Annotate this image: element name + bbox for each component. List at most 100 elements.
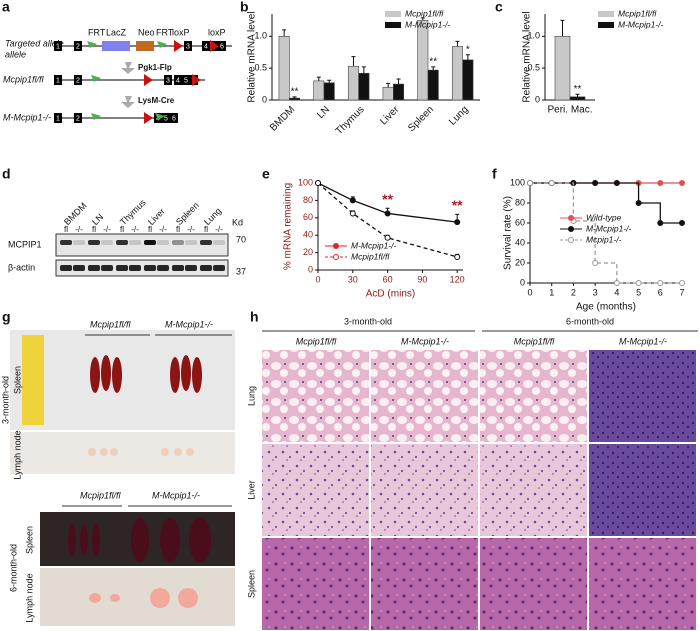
band — [213, 240, 225, 245]
genotype-label: fl — [92, 225, 96, 234]
element-label: loxP — [208, 27, 226, 37]
significance: ** — [291, 86, 299, 97]
exon-number: 3 — [186, 43, 190, 50]
histology: 3-month-old 6-month-old Mcpip1fl/fl M-Mcp… — [246, 316, 698, 630]
group-label: Mcpip1fl/fl — [90, 319, 132, 329]
age-label: 3-month-old — [344, 316, 392, 326]
x-tick-label: 120 — [450, 274, 465, 284]
x-tick-label: 2 — [571, 287, 576, 297]
blot-strip — [55, 259, 229, 277]
element-label: Neo — [138, 27, 155, 37]
bar — [427, 69, 439, 101]
legend-label: Wild-type — [586, 212, 622, 222]
legend-marker — [333, 243, 339, 249]
exon — [162, 113, 170, 123]
error-bar — [455, 40, 460, 47]
x-tick-label: Lung — [447, 104, 471, 128]
band — [101, 265, 113, 271]
bar — [554, 35, 571, 101]
photo — [40, 568, 235, 626]
band — [73, 265, 85, 271]
band — [200, 265, 212, 271]
spleen — [170, 357, 180, 393]
exon-number: 1 — [56, 43, 60, 50]
error-bar — [420, 17, 425, 21]
construct-diagram: Targeted allele allele Mcpip1fl/fl M-Mcp… — [3, 27, 232, 124]
frt-site — [87, 41, 97, 48]
y-tick-label: 0.5 — [254, 63, 267, 73]
spleen — [90, 357, 100, 393]
lymph-node — [110, 448, 118, 456]
legend-marker — [333, 254, 339, 260]
bar — [347, 65, 359, 101]
micrograph — [480, 444, 587, 536]
point — [315, 180, 321, 186]
panel-letter: e — [262, 166, 270, 182]
band — [73, 240, 85, 245]
y-axis-label: % mRNA remaining — [283, 183, 294, 270]
element-label: LacZ — [106, 27, 127, 37]
point — [349, 210, 356, 217]
y-tick-label: 0 — [520, 277, 525, 287]
micrograph — [262, 350, 369, 442]
point — [657, 280, 664, 286]
legend-label: M-Mcpip1-/- — [405, 19, 451, 29]
bar — [382, 86, 394, 101]
x-tick-label: BMDM — [268, 104, 297, 133]
exon — [174, 75, 182, 85]
point — [527, 180, 533, 186]
band — [157, 265, 169, 271]
point — [679, 220, 685, 226]
exon-number: 2 — [76, 115, 80, 122]
x-axis-label: Age (months) — [576, 302, 636, 313]
tissue-label: Lymph node — [24, 573, 34, 622]
element-label: FRT — [88, 27, 106, 37]
row-label: M-Mcpip1-/- — [3, 112, 51, 122]
group-label: M-Mcpip1-/- — [401, 336, 449, 346]
exon — [54, 41, 62, 51]
band — [116, 265, 128, 271]
loxp-site — [174, 40, 183, 52]
y-tick-label: 0.5 — [527, 63, 540, 73]
point — [384, 210, 391, 217]
step-label: LysM-Cre — [138, 96, 175, 105]
exon-number: 2 — [76, 43, 80, 50]
spleen — [92, 524, 100, 556]
significance: ** — [429, 57, 437, 68]
exon-number: 1 — [56, 77, 60, 84]
point — [679, 180, 685, 186]
marker-label: 70 — [236, 234, 246, 244]
genotype-label: fl — [204, 225, 208, 234]
micrograph — [262, 538, 369, 630]
exon-number: 5 — [164, 115, 168, 122]
significance: ** — [452, 197, 463, 213]
y-tick-label: 20 — [303, 247, 313, 257]
lymph-node — [178, 588, 198, 608]
bar — [462, 59, 474, 101]
bar — [417, 20, 429, 101]
y-tick-label: 40 — [515, 237, 525, 247]
legend-swatch — [385, 11, 401, 17]
legend-marker — [568, 226, 574, 232]
photo — [10, 432, 235, 474]
legend-swatch — [385, 22, 401, 28]
band — [172, 240, 184, 245]
spleen — [160, 518, 180, 562]
error-bar — [292, 96, 297, 99]
frt-site — [157, 41, 167, 48]
genotype-label: -/- — [103, 225, 111, 234]
x-tick-label: 3 — [593, 287, 598, 297]
step-label: Pgk1-Flp — [138, 63, 172, 72]
band — [88, 265, 100, 271]
group-label: Mcpip1fl/fl — [514, 336, 556, 346]
band — [172, 265, 184, 271]
series-line — [317, 182, 458, 223]
bar — [278, 35, 290, 101]
row-label: Targeted allele — [5, 38, 64, 48]
point — [613, 280, 620, 286]
point — [679, 280, 685, 286]
micrograph — [262, 444, 369, 536]
y-tick-label: 60 — [515, 217, 525, 227]
lymph-node — [88, 448, 96, 456]
exon — [54, 113, 62, 123]
